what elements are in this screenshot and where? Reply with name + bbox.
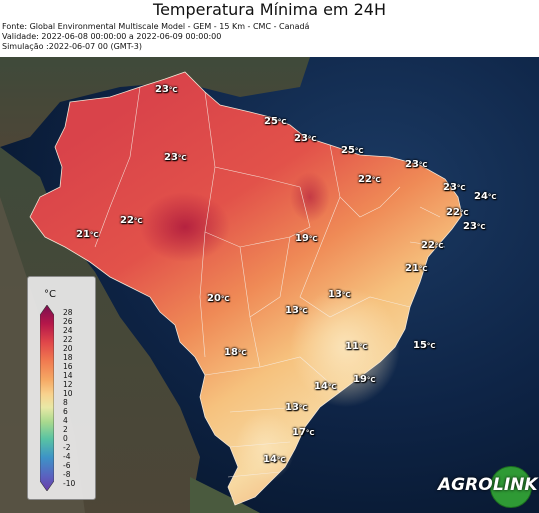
cool-area-south (235, 412, 295, 482)
temp-label-rn: 23°C (443, 182, 466, 193)
legend-tick-label: 20 (63, 344, 73, 353)
logo-text-agro: AGRO (438, 475, 493, 495)
map-title: Temperatura Mínima em 24H (153, 0, 386, 19)
temp-label-minas: 11°C (345, 341, 368, 352)
state-borders (94, 86, 446, 478)
source-line: Fonte: Global Environmental Multiscale M… (2, 22, 310, 31)
hot-area-para (290, 172, 330, 222)
temp-label-acre: 21°C (76, 229, 99, 240)
legend-tick-label: 24 (63, 326, 73, 335)
legend-tick-label: 4 (63, 416, 68, 425)
legend-tick-label: 12 (63, 380, 73, 389)
temp-label-ceara: 23°C (405, 159, 428, 170)
legend-tick-label: 22 (63, 335, 73, 344)
northern-neighbors (0, 57, 310, 147)
logo-text-link: LINK (493, 475, 538, 495)
legend-tick-label: 6 (63, 407, 68, 416)
temp-label-piaui: 22°C (358, 174, 381, 185)
temp-label-goias: 13°C (328, 289, 351, 300)
temp-label-amazonas: 23°C (164, 152, 187, 163)
legend-tick-label: 28 (63, 308, 73, 317)
legend-tick-label: 14 (63, 371, 73, 380)
temp-label-maranhao-coast: 25°C (341, 145, 364, 156)
legend-tick-label: 8 (63, 398, 68, 407)
legend-tick-label: -10 (63, 479, 76, 488)
temp-label-bahia: 21°C (405, 263, 428, 274)
temp-label-belem: 23°C (294, 133, 317, 144)
legend-tick-label: 16 (63, 362, 73, 371)
color-legend: °C 28 26 24 22 20 18 16 14 12 10 8 6 4 2 0 -2 -4 -6 -8 -10 (27, 276, 96, 500)
uruguay (190, 477, 260, 513)
temp-label-espirito-santo: 15°C (413, 340, 436, 351)
hot-area-rondonia (140, 192, 230, 262)
temp-label-amapa: 25°C (264, 116, 287, 127)
logo-circle (490, 466, 532, 508)
validity-line: Validade: 2022-06-08 00:00:00 a 2022-06-… (2, 32, 222, 41)
legend-tick-label: 10 (63, 389, 73, 398)
legend-tick-label: -4 (63, 452, 71, 461)
cool-area-southeast (290, 287, 400, 407)
temp-label-recife: 23°C (463, 221, 486, 232)
simulation-line: Simulação :2022-06-07 00 (GMT-3) (2, 42, 142, 51)
agrolink-logo: AGRO LINK (438, 466, 538, 508)
temp-label-mato-grosso: 20°C (207, 293, 230, 304)
temp-label-natal: 24°C (474, 191, 497, 202)
legend-title: °C (44, 289, 56, 300)
temp-label-paraiba: 22°C (446, 207, 469, 218)
legend-colorbar (40, 305, 54, 491)
temp-label-sao-paulo: 14°C (314, 381, 337, 392)
legend-tick-label: 2 (63, 425, 68, 434)
legend-tick-label: 0 (63, 434, 68, 443)
temp-label-rio-grande-sul: 14°C (263, 454, 286, 465)
temp-label-tocantins: 19°C (295, 233, 318, 244)
legend-tick-label: 18 (63, 353, 73, 362)
legend-tick-label: 26 (63, 317, 73, 326)
temp-label-alagoas: 22°C (421, 240, 444, 251)
legend-tick-label: -6 (63, 461, 71, 470)
legend-tick-label: -8 (63, 470, 71, 479)
temp-label-rio: 19°C (353, 374, 376, 385)
temp-label-santa-catarina: 17°C (292, 427, 315, 438)
temp-label-roraima: 23°C (155, 84, 178, 95)
temp-label-ms: 18°C (224, 347, 247, 358)
temp-label-bahia-west: 13°C (285, 305, 308, 316)
legend-tick-label: -2 (63, 443, 71, 452)
temp-label-parana: 13°C (285, 402, 308, 413)
temp-label-acre-west: 22°C (120, 215, 143, 226)
